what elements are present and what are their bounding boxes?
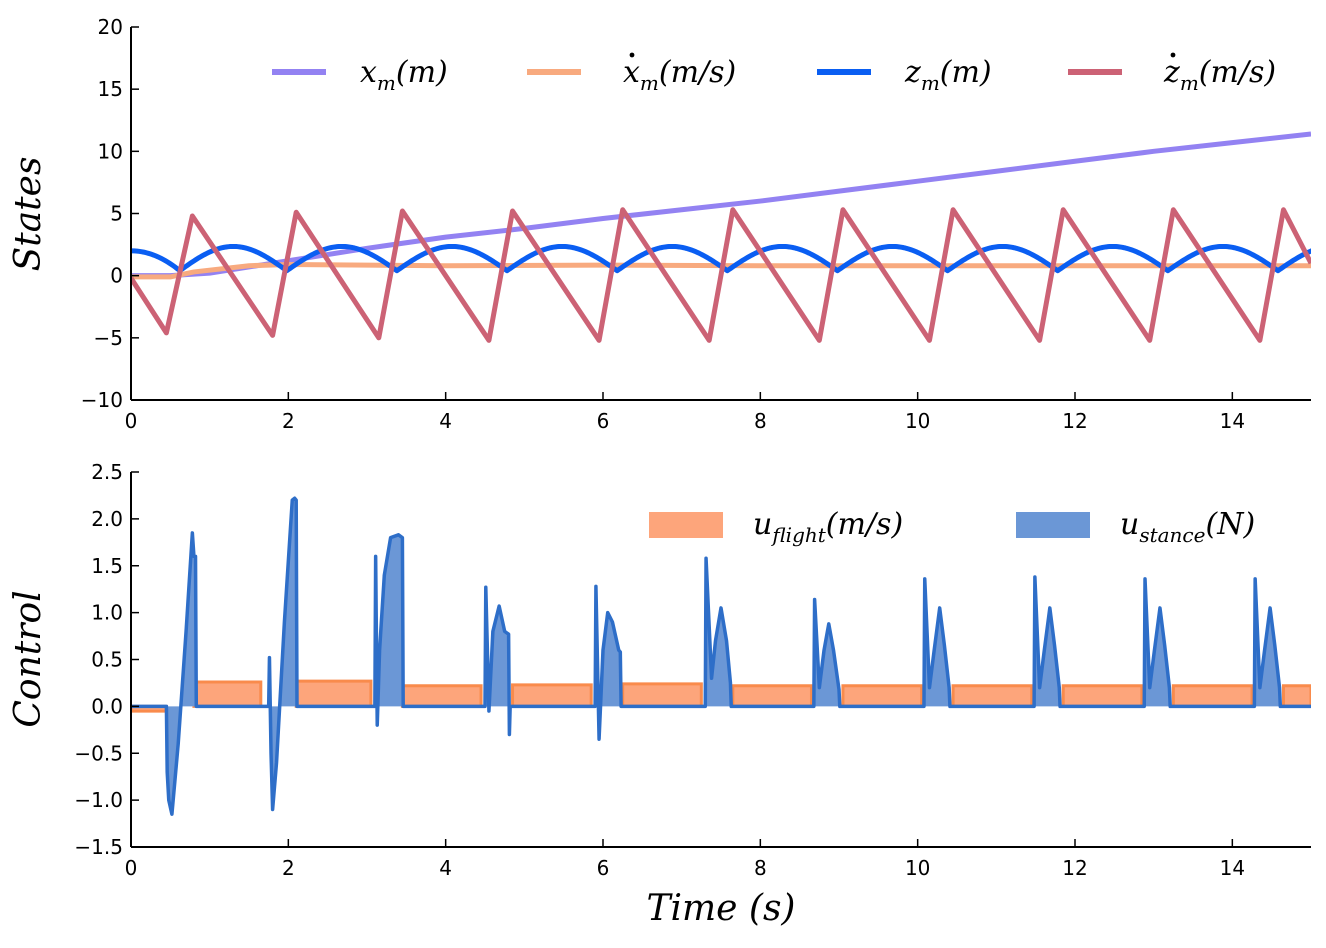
- legend-base: x: [623, 55, 640, 90]
- x-tick-label: 6: [597, 856, 610, 880]
- flight-segment: [192, 680, 263, 708]
- stance-line: [131, 496, 1311, 816]
- x-tick-label: 10: [905, 856, 930, 880]
- flight-segment: [400, 684, 483, 708]
- plot-area: [131, 496, 1311, 816]
- legend-unit: (m): [940, 55, 992, 90]
- y-tick-label: 2.5: [91, 460, 123, 484]
- legend-unit: (m): [396, 55, 448, 90]
- control-panel: 0 2 4 6 8 10 12 14 −1.5 −1.0 −0.5 0.0 0.5 1.0 1.5 2.0 2.…: [8, 460, 1311, 929]
- y-tick-label: 20: [98, 15, 123, 39]
- y-tick-label: 10: [98, 139, 123, 163]
- series-line-1: [131, 261, 1311, 280]
- legend-swatch-1: [1016, 512, 1090, 538]
- y-tick-label: −1.5: [74, 835, 123, 859]
- x-tick-label: 12: [1062, 856, 1087, 880]
- flight-segment: [294, 679, 373, 708]
- legend-base: u: [1120, 507, 1139, 542]
- x-axis-label: Time (s): [647, 888, 796, 929]
- y-tick-label: 2.0: [91, 507, 123, 531]
- x-tick-label: 14: [1220, 409, 1245, 433]
- legend-unit: (N): [1205, 507, 1255, 542]
- y-tick-label: 0.0: [91, 694, 123, 718]
- legend-label: uflight(m/s): [753, 507, 903, 547]
- flight-segment: [951, 684, 1034, 708]
- y-axis-label: Control: [8, 590, 49, 727]
- x-tick-label: 0: [125, 856, 138, 880]
- flight-segment: [1281, 684, 1311, 708]
- legend-base: u: [753, 507, 772, 542]
- y-tick-label: 0.5: [91, 648, 123, 672]
- legend-unit: (m/s): [659, 55, 736, 90]
- stance-area: [131, 498, 1311, 815]
- legend-label: zm(m): [904, 55, 992, 95]
- x-tick-label: 4: [439, 409, 452, 433]
- y-tick-label: −0.5: [74, 741, 123, 765]
- flight-segment: [841, 684, 924, 708]
- legend-subscript: m: [921, 71, 940, 95]
- derivative-dot: [1170, 52, 1176, 58]
- legend-subscript: stance: [1139, 523, 1205, 547]
- derivative-dot: [629, 52, 635, 58]
- legend-unit: (m/s): [826, 507, 903, 542]
- legend-unit: (m/s): [1199, 55, 1276, 90]
- y-tick-label: −1.0: [74, 788, 123, 812]
- y-tick-label: −5: [94, 326, 123, 350]
- flight-segment: [1171, 684, 1254, 708]
- legend-label: xm(m/s): [623, 55, 736, 95]
- x-tick-label: 0: [125, 409, 138, 433]
- legend-base: z: [1163, 55, 1180, 90]
- flight-segment: [731, 684, 813, 708]
- y-axis-label: States: [8, 157, 49, 272]
- series-line-3: [131, 207, 1311, 343]
- x-tick-label: 2: [282, 856, 295, 880]
- legend-label: xm(m): [360, 55, 448, 95]
- flight-segment: [1061, 684, 1144, 708]
- flight-segment: [511, 683, 593, 708]
- legend-label: ustance(N): [1120, 507, 1255, 547]
- legend-subscript: flight: [770, 523, 826, 547]
- legend-label: zm(m/s): [1163, 55, 1276, 95]
- y-tick-label: 1.0: [91, 601, 123, 625]
- x-tick-label: 4: [439, 856, 452, 880]
- y-tick-label: 1.5: [91, 554, 123, 578]
- plot-area: [131, 131, 1311, 343]
- legend-swatch-0: [649, 512, 723, 538]
- legend-subscript: m: [1180, 71, 1199, 95]
- x-tick-label: 14: [1220, 856, 1245, 880]
- x-tick-label: 12: [1062, 409, 1087, 433]
- x-tick-label: 10: [905, 409, 930, 433]
- legend-subscript: m: [640, 71, 659, 95]
- y-tick-label: 0: [110, 264, 123, 288]
- legend-base: x: [360, 55, 377, 90]
- x-tick-label: 8: [754, 409, 767, 433]
- y-tick-label: −10: [81, 388, 123, 412]
- legend-base: z: [904, 55, 921, 90]
- x-tick-label: 2: [282, 409, 295, 433]
- y-tick-label: 15: [98, 77, 123, 101]
- x-tick-label: 6: [597, 409, 610, 433]
- x-tick-label: 8: [754, 856, 767, 880]
- y-tick-label: 5: [110, 202, 123, 226]
- legend-subscript: m: [377, 71, 396, 95]
- flight-segment: [621, 682, 703, 708]
